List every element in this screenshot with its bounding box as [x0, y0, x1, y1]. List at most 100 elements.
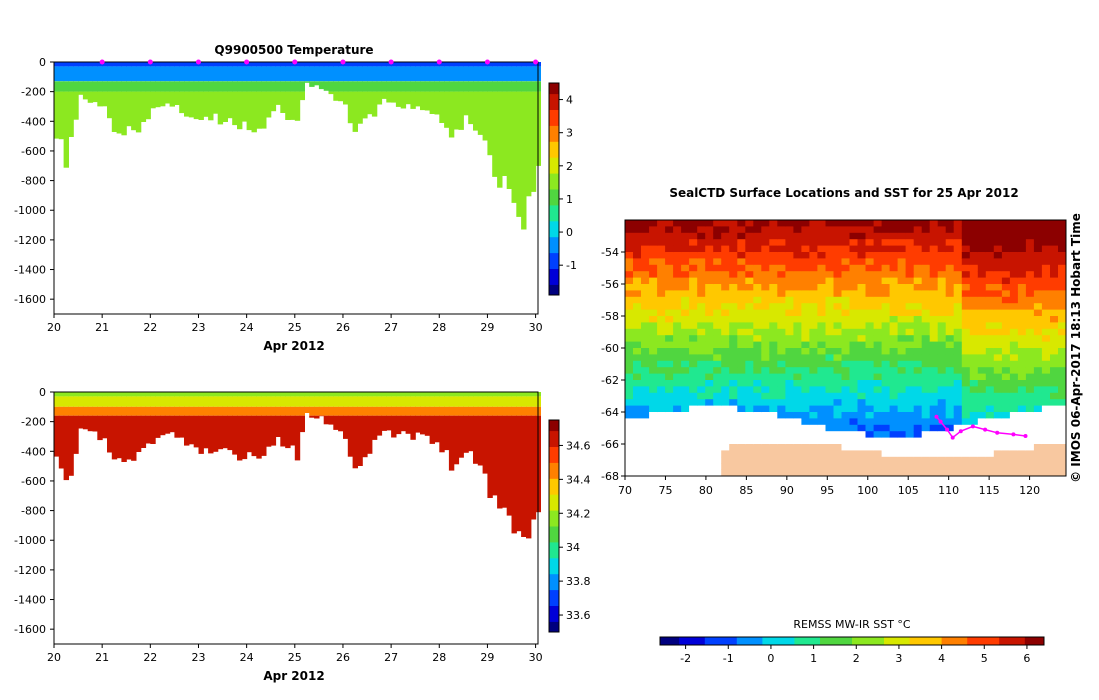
sst-cell	[625, 392, 634, 400]
sst-cell	[969, 309, 979, 317]
section-cell	[198, 66, 204, 82]
section-cell	[265, 66, 272, 82]
sst-cell	[681, 309, 690, 317]
y-tick-label: 0	[39, 56, 46, 69]
sst-cell	[1009, 450, 1019, 458]
sst-cell	[921, 437, 931, 445]
sst-cell	[897, 264, 907, 272]
colorbar-segment	[549, 93, 559, 100]
section-cell	[140, 396, 147, 407]
sst-cell	[825, 252, 834, 259]
section-cell	[357, 392, 363, 397]
sst-cell	[769, 290, 778, 298]
sst-cell	[1017, 277, 1027, 285]
sst-cell	[953, 258, 963, 266]
section-cell	[145, 62, 151, 67]
sst-cell	[713, 328, 722, 336]
sst-cell	[665, 463, 674, 471]
sst-cell	[889, 450, 899, 458]
lon-tick-label: 95	[820, 484, 834, 497]
sst-cell	[953, 380, 963, 387]
sst-cell	[721, 431, 730, 439]
sst-cell	[673, 399, 682, 407]
sst-cell	[713, 341, 722, 349]
sst-cell	[625, 424, 634, 432]
section-cell	[424, 415, 431, 436]
section-cell	[290, 62, 296, 67]
sst-cell	[705, 277, 714, 285]
section-cell	[107, 91, 113, 119]
sst-cell	[921, 239, 931, 247]
sst-cell	[625, 354, 634, 362]
sst-cell	[697, 348, 706, 355]
sst-cell	[761, 392, 770, 400]
sst-cell	[913, 367, 923, 375]
sst-cell	[929, 341, 939, 349]
sst-cell	[873, 437, 883, 445]
section-cell	[78, 66, 84, 82]
sst-cell	[897, 418, 907, 426]
colorbar-segment	[967, 637, 975, 645]
sst-cell	[1050, 264, 1059, 272]
sst-cell	[745, 431, 754, 439]
section-cell	[131, 81, 137, 92]
section-cell	[516, 91, 522, 217]
sst-cell	[993, 437, 1003, 445]
sst-cell	[977, 220, 987, 227]
sst-cell	[945, 290, 955, 298]
sst-cell	[809, 220, 818, 227]
colorbar-segment	[549, 515, 559, 522]
sst-cell	[961, 328, 971, 336]
sst-cell	[905, 322, 915, 330]
sst-cell	[1058, 386, 1067, 394]
sst-cell	[697, 226, 706, 234]
section-cell	[473, 66, 479, 82]
section-cell	[487, 406, 493, 416]
sst-cell	[817, 277, 826, 285]
colorbar-segment	[549, 141, 559, 148]
sst-cell	[969, 264, 979, 272]
sst-cell	[993, 456, 1003, 464]
sst-cell	[937, 328, 947, 336]
sst-cell	[833, 380, 842, 387]
sst-cell	[833, 463, 842, 471]
sst-cell	[681, 239, 690, 247]
sst-cell	[729, 258, 738, 266]
sst-cell	[1050, 367, 1059, 375]
sst-cell	[841, 450, 850, 458]
x-tick-label: 27	[384, 321, 398, 334]
sst-cell	[681, 316, 690, 323]
sst-cell	[737, 412, 746, 419]
sst-cell	[921, 399, 931, 407]
sst-cell	[1050, 450, 1059, 458]
sst-cell	[1025, 264, 1035, 272]
section-cell	[58, 406, 65, 416]
sst-cell	[921, 245, 931, 253]
section-cell	[63, 406, 69, 416]
section-cell	[309, 66, 315, 82]
sst-cell	[929, 226, 939, 234]
sst-cell	[1033, 367, 1043, 375]
sst-cell	[1009, 232, 1019, 240]
sst-cell	[849, 405, 858, 413]
section-cell	[212, 392, 219, 397]
section-cell	[97, 396, 103, 407]
sst-cell	[1050, 463, 1059, 471]
sst-cell	[1058, 239, 1067, 247]
section-cell	[439, 81, 445, 92]
sst-cell	[777, 437, 786, 445]
sst-cell	[921, 341, 931, 349]
sst-cell	[921, 303, 931, 311]
sst-cell	[729, 456, 738, 464]
lon-tick-label: 70	[618, 484, 632, 497]
section-cell	[140, 91, 147, 122]
sst-cell	[985, 271, 995, 279]
sst-cell	[761, 341, 770, 349]
sst-cell	[969, 360, 979, 368]
sst-cell	[665, 373, 674, 381]
section-cell	[82, 62, 89, 67]
section-cell	[116, 406, 122, 416]
sst-cell	[657, 424, 666, 432]
sst-cell	[993, 232, 1003, 240]
sst-cell	[633, 424, 642, 432]
